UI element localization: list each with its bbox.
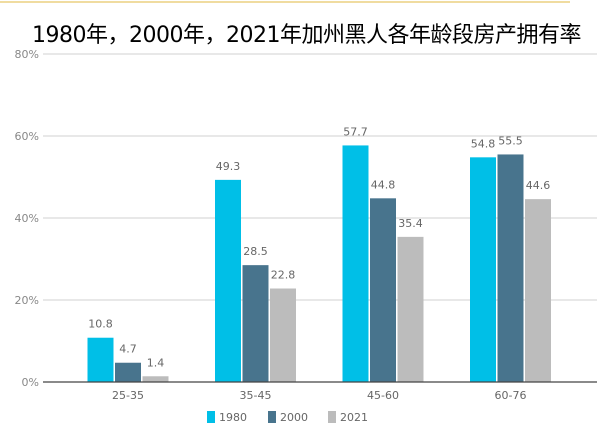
top-border (0, 1, 570, 3)
y-tick-label: 40% (15, 212, 39, 225)
data-label: 57.7 (343, 125, 368, 138)
bar-1980-35-45 (215, 179, 241, 382)
bar-1980-45-60 (342, 145, 369, 382)
data-label: 49.3 (216, 160, 241, 173)
bar-1980-25-35 (87, 337, 114, 382)
chart-title: 1980年，2000年，2021年加州黑人各年龄段房产拥有率 (32, 23, 581, 48)
data-label: 55.5 (498, 134, 523, 147)
bar-2021-60-76 (525, 199, 551, 382)
bar-2021-35-45 (270, 288, 296, 382)
x-tick-label: 45-60 (367, 389, 399, 402)
legend-swatch-2000 (268, 411, 276, 423)
data-label: 54.8 (471, 137, 496, 150)
data-label: 10.8 (88, 318, 113, 331)
y-tick-label: 60% (15, 130, 39, 143)
data-label: 35.4 (398, 217, 423, 230)
y-tick-label: 20% (15, 294, 39, 307)
bar-2000-45-60 (370, 198, 396, 382)
legend-label: 1980 (219, 411, 247, 424)
bar-1980-60-76 (470, 157, 496, 382)
bar-2000-35-45 (242, 265, 269, 382)
legend-swatch-1980 (207, 411, 215, 423)
bar-2000-25-35 (115, 362, 141, 382)
legend-swatch-2021 (328, 411, 336, 423)
x-tick-label: 35-45 (240, 389, 272, 402)
legend-label: 2000 (280, 411, 308, 424)
data-label: 4.7 (119, 343, 137, 356)
x-tick-label: 60-76 (495, 389, 527, 402)
data-label: 22.8 (271, 269, 296, 282)
y-tick-label: 80% (15, 48, 39, 61)
data-label: 28.5 (243, 245, 268, 258)
data-label: 44.8 (371, 178, 396, 191)
data-label: 1.4 (147, 356, 165, 369)
bar-2021-25-35 (142, 376, 169, 382)
legend-label: 2021 (340, 411, 368, 424)
y-tick-label: 0% (22, 376, 39, 389)
bar-2000-60-76 (497, 154, 524, 382)
data-label: 44.6 (526, 179, 551, 192)
x-tick-label: 25-35 (112, 389, 144, 402)
bar-2021-45-60 (397, 236, 424, 382)
